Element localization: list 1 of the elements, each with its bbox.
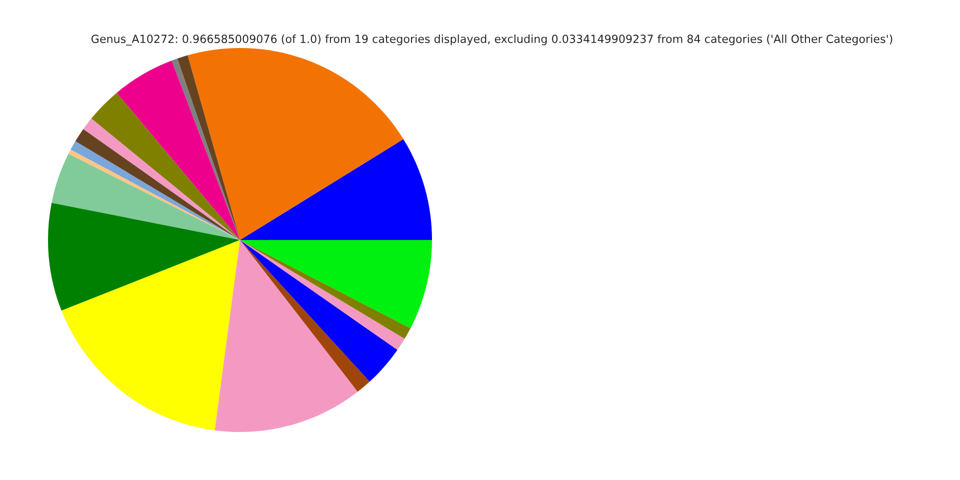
text: Genus_A10272: 0.966585009076 (of 1.0) from 19 categories displayed, excluding 0.0334149909237 from 84 categories ('All Other Categories')	[91, 34, 892, 46]
